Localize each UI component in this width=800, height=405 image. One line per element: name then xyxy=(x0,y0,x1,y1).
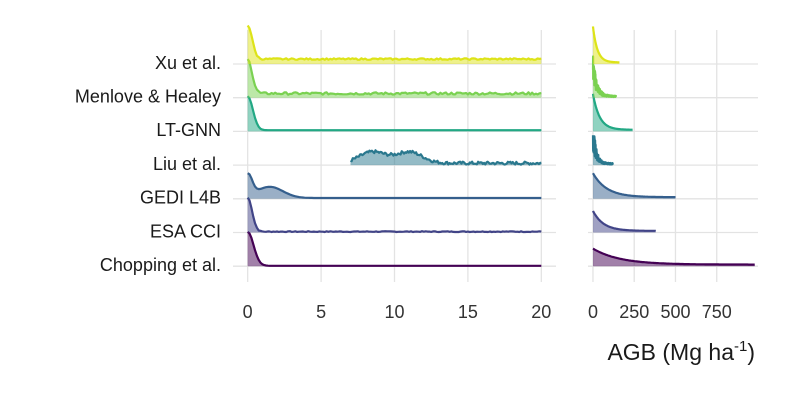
y-tick-label: Liu et al. xyxy=(153,154,221,174)
y-tick-label: ESA CCI xyxy=(150,221,221,241)
y-tick-labels: Xu et al. Menlove & Healey LT-GNN Liu et al… xyxy=(75,53,221,275)
x-axis-title-superscript: -1 xyxy=(734,338,747,355)
x-tick-label: 5 xyxy=(316,302,326,322)
y-tick-label: GEDI L4B xyxy=(140,188,221,208)
ridge-line-lt-gnn-right xyxy=(591,93,634,131)
y-tick-label: Menlove & Healey xyxy=(75,86,221,106)
ridge-line-gedi-l4b-left xyxy=(247,172,542,200)
ridge-area-gedi-l4b-left xyxy=(247,173,542,199)
x-tick-label: 15 xyxy=(458,302,478,322)
x-axis-title: AGB (Mg ha-1) xyxy=(607,338,755,365)
ridge-line-esa-cci-right xyxy=(591,210,657,232)
ridge-line-menlove-healey-left xyxy=(246,58,542,96)
x-tick-label: 250 xyxy=(619,302,649,322)
ridge-line-liu-et-al-left xyxy=(349,149,542,166)
ridge-area-menlove-healey-right xyxy=(593,56,617,98)
x-tick-label: 750 xyxy=(702,302,732,322)
ridge-line-liu-et-al-right xyxy=(591,135,614,166)
x-axis-title-tail: ) xyxy=(747,339,755,365)
gridlines xyxy=(233,30,758,282)
ridge-line-xu-et-al-left xyxy=(246,24,542,61)
ridges xyxy=(246,24,755,267)
x-tick-label: 0 xyxy=(588,302,598,322)
y-tick-label: Xu et al. xyxy=(155,53,221,73)
x-tick-label: 500 xyxy=(660,302,690,322)
ridge-line-menlove-healey-right xyxy=(591,55,618,99)
x-tick-label: 0 xyxy=(243,302,253,322)
ridge-line-xu-et-al-right xyxy=(591,26,621,64)
x-tick-labels: 0 5 10 15 20 0 250 500 750 xyxy=(243,302,732,322)
ridge-line-gedi-l4b-right xyxy=(592,172,677,199)
ridge-line-esa-cci-left xyxy=(246,197,542,234)
y-tick-label: Chopping et al. xyxy=(100,255,221,275)
ridge-line-lt-gnn-left xyxy=(246,95,542,132)
ridge-line-chopping-et-al-right xyxy=(592,247,755,266)
x-tick-label: 20 xyxy=(531,302,551,322)
x-axis-title-main: AGB (Mg ha xyxy=(607,339,734,365)
y-tick-label: LT-GNN xyxy=(156,120,221,140)
ridge-line-chopping-et-al-left xyxy=(246,230,542,267)
x-tick-label: 10 xyxy=(384,302,404,322)
